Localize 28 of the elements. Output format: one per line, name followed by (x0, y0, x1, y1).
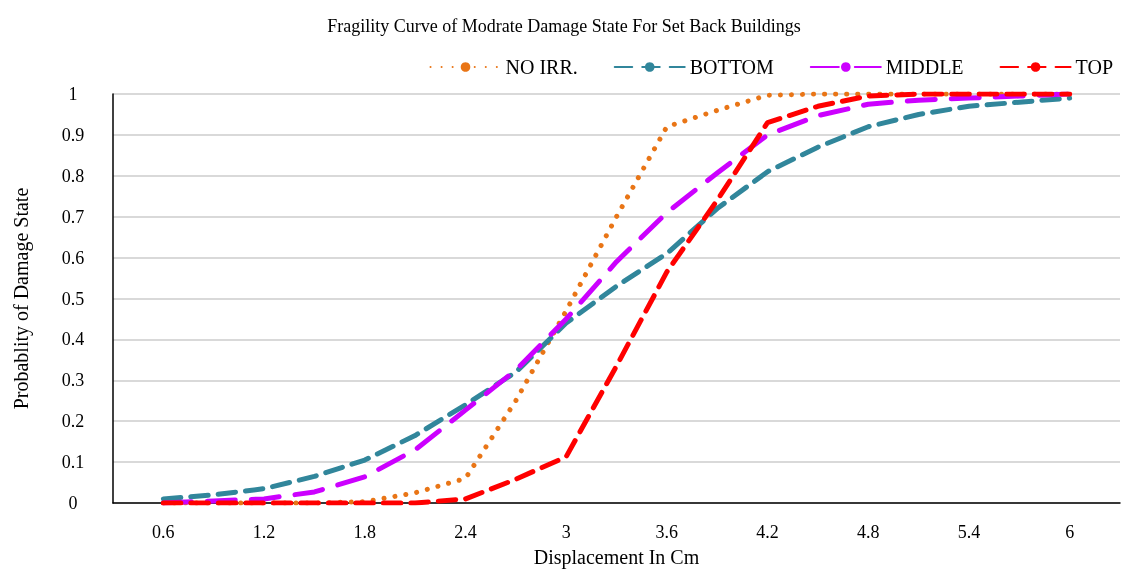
x-tick-label: 4.8 (857, 522, 880, 542)
x-tick-label: 1.2 (252, 522, 276, 542)
x-tick-label: 1.8 (353, 522, 376, 542)
x-tick-label: 2.4 (454, 522, 477, 542)
y-tick-label: 0.4 (61, 329, 85, 350)
legend-label: MIDDLE (885, 56, 964, 78)
y-tick-label: 0.9 (61, 124, 85, 145)
y-tick-label: 0.1 (61, 452, 85, 473)
x-tick-label: 5.4 (957, 522, 981, 542)
y-tick-label: 0.2 (61, 411, 85, 432)
legend-label: NO IRR. (505, 56, 578, 78)
y-tick-label: 0.7 (61, 206, 85, 227)
y-tick-label: 0.6 (61, 247, 85, 268)
y-tick-label: 0 (68, 493, 78, 513)
y-tick-label: 0.8 (61, 165, 85, 186)
y-axis-title: Probablity of Damage State (10, 187, 33, 410)
y-tick-label: 1 (68, 84, 78, 104)
x-tick-label: 3.6 (655, 522, 679, 542)
y-tick-label: 0.5 (61, 288, 85, 309)
x-axis-title: Displacement In Cm (533, 546, 700, 569)
y-tick-label: 0.3 (61, 370, 85, 391)
legend-label: TOP (1075, 56, 1113, 78)
x-tick-label: 0.6 (152, 522, 175, 542)
x-tick-label: 6 (1065, 522, 1075, 542)
chart-title: Fragility Curve of Modrate Damage State For Set Back Buildings (327, 16, 801, 36)
x-tick-label: 3 (561, 522, 571, 542)
legend-label: BOTTOM (689, 56, 775, 78)
x-tick-label: 4.2 (756, 522, 779, 542)
